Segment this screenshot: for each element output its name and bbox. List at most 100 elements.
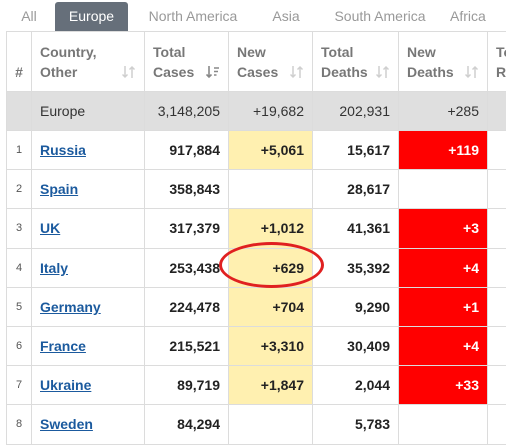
total-deaths-cell: 35,392 bbox=[312, 247, 399, 288]
header-total-cases-line2: Cases bbox=[153, 63, 195, 80]
header-total-deaths-line1: Total bbox=[321, 43, 354, 60]
total-cases-cell: 317,379 bbox=[144, 208, 229, 249]
country-cell: France bbox=[31, 325, 145, 367]
new-deaths-cell: +119 bbox=[398, 129, 488, 171]
new-deaths-cell: +33 bbox=[398, 365, 488, 406]
next-cell bbox=[487, 169, 506, 210]
country-link[interactable]: Italy bbox=[40, 259, 69, 276]
sort-arrows-icon[interactable] bbox=[122, 65, 136, 79]
header-total-cases-line1: Total bbox=[153, 43, 186, 60]
header-total-cases[interactable]: Total Cases bbox=[144, 31, 229, 92]
total-cases-cell: 215,521 bbox=[144, 325, 229, 367]
country-link[interactable]: UK bbox=[40, 220, 61, 237]
row-index: 7 bbox=[6, 365, 32, 406]
new-cases-cell: +5,061 bbox=[228, 129, 313, 171]
total-cases-cell: 917,884 bbox=[144, 129, 229, 171]
total-deaths-cell: 15,617 bbox=[312, 129, 399, 171]
total-cases-cell: 224,478 bbox=[144, 286, 229, 327]
country-cell: Russia bbox=[31, 129, 145, 171]
total-new-cases-cell: +19,682 bbox=[228, 91, 313, 131]
country-cell: Germany bbox=[31, 286, 145, 327]
total-deaths-cell: 5,783 bbox=[312, 404, 399, 445]
sort-arrows-icon[interactable] bbox=[376, 65, 390, 79]
header-next-line1: To bbox=[496, 43, 506, 60]
next-cell bbox=[487, 129, 506, 171]
new-cases-cell: +704 bbox=[228, 286, 313, 327]
total-country-cell: Europe bbox=[31, 91, 145, 131]
country-link[interactable]: Russia bbox=[40, 142, 86, 159]
table-row: 1 Russia 917,884 +5,061 15,617 +119 bbox=[6, 129, 506, 171]
new-cases-cell bbox=[228, 404, 313, 445]
tab-north-america[interactable]: North America bbox=[148, 8, 238, 24]
header-index-label: # bbox=[15, 63, 23, 80]
country-link[interactable]: Sweden bbox=[40, 416, 93, 433]
new-cases-cell: +1,012 bbox=[228, 208, 313, 249]
table-row: 4 Italy 253,438 +629 35,392 +4 bbox=[6, 247, 506, 288]
header-new-cases[interactable]: New Cases bbox=[228, 31, 313, 92]
table-header-row: # Country, Other Total Cases bbox=[6, 31, 506, 92]
country-cell: Sweden bbox=[31, 404, 145, 445]
table-row: 6 France 215,521 +3,310 30,409 +4 bbox=[6, 325, 506, 367]
header-total-deaths-line2: Deaths bbox=[321, 63, 368, 80]
total-next-cell bbox=[487, 91, 506, 131]
header-country-line2: Other bbox=[40, 63, 78, 80]
table-row: 2 Spain 358,843 28,617 bbox=[6, 169, 506, 210]
new-deaths-cell bbox=[398, 404, 488, 445]
new-cases-cell: +3,310 bbox=[228, 325, 313, 367]
total-deaths-cell: 28,617 bbox=[312, 169, 399, 210]
total-cases-cell: 253,438 bbox=[144, 247, 229, 288]
row-index: 8 bbox=[6, 404, 32, 445]
new-deaths-cell: +4 bbox=[398, 325, 488, 367]
next-cell bbox=[487, 365, 506, 406]
region-tabs: All Europe North America Asia South Amer… bbox=[0, 0, 506, 33]
header-new-deaths[interactable]: New Deaths bbox=[398, 31, 488, 92]
country-cell: UK bbox=[31, 208, 145, 249]
table-row: 5 Germany 224,478 +704 9,290 +1 bbox=[6, 286, 506, 327]
table-row: 8 Sweden 84,294 5,783 bbox=[6, 404, 506, 445]
tab-asia[interactable]: Asia bbox=[272, 8, 300, 24]
total-index-cell bbox=[6, 91, 32, 131]
total-cases-cell: 89,719 bbox=[144, 365, 229, 406]
country-link[interactable]: Germany bbox=[40, 298, 101, 315]
header-next-line2: Re bbox=[496, 63, 506, 80]
tab-europe[interactable]: Europe bbox=[55, 2, 128, 31]
row-index: 4 bbox=[6, 247, 32, 288]
new-deaths-cell: +1 bbox=[398, 286, 488, 327]
country-cell: Italy bbox=[31, 247, 145, 288]
header-new-cases-line2: Cases bbox=[237, 63, 279, 80]
row-index: 5 bbox=[6, 286, 32, 327]
total-deaths-cell: 9,290 bbox=[312, 286, 399, 327]
new-cases-cell bbox=[228, 169, 313, 210]
new-deaths-cell: +3 bbox=[398, 208, 488, 249]
table-row: 3 UK 317,379 +1,012 41,361 +3 bbox=[6, 208, 506, 249]
country-link[interactable]: Spain bbox=[40, 181, 79, 198]
country-link[interactable]: Ukraine bbox=[40, 377, 92, 394]
total-cases-cell: 3,148,205 bbox=[144, 91, 229, 131]
country-link[interactable]: France bbox=[40, 338, 86, 355]
total-deaths-cell: 2,044 bbox=[312, 365, 399, 406]
header-new-cases-line1: New bbox=[237, 43, 266, 60]
next-cell bbox=[487, 247, 506, 288]
next-cell bbox=[487, 404, 506, 445]
header-next-column[interactable]: To Re bbox=[487, 31, 506, 92]
new-cases-cell: +1,847 bbox=[228, 365, 313, 406]
header-new-deaths-line1: New bbox=[407, 43, 436, 60]
country-cell: Ukraine bbox=[31, 365, 145, 406]
tab-south-america[interactable]: South America bbox=[334, 8, 426, 24]
total-deaths-cell: 202,931 bbox=[312, 91, 399, 131]
tab-all[interactable]: All bbox=[21, 8, 37, 24]
row-index: 1 bbox=[6, 129, 32, 171]
header-country-line1: Country, bbox=[40, 43, 97, 60]
sort-descending-icon[interactable] bbox=[206, 65, 220, 79]
header-index: # bbox=[6, 31, 32, 92]
header-country[interactable]: Country, Other bbox=[31, 31, 145, 92]
sort-arrows-icon[interactable] bbox=[465, 65, 479, 79]
table-total-row: Europe 3,148,205 +19,682 202,931 +285 bbox=[6, 91, 506, 131]
new-cases-cell: +629 bbox=[228, 247, 313, 288]
next-cell bbox=[487, 325, 506, 367]
country-cell: Spain bbox=[31, 169, 145, 210]
tab-africa[interactable]: Africa bbox=[450, 8, 486, 24]
header-total-deaths[interactable]: Total Deaths bbox=[312, 31, 399, 92]
sort-arrows-icon[interactable] bbox=[290, 65, 304, 79]
